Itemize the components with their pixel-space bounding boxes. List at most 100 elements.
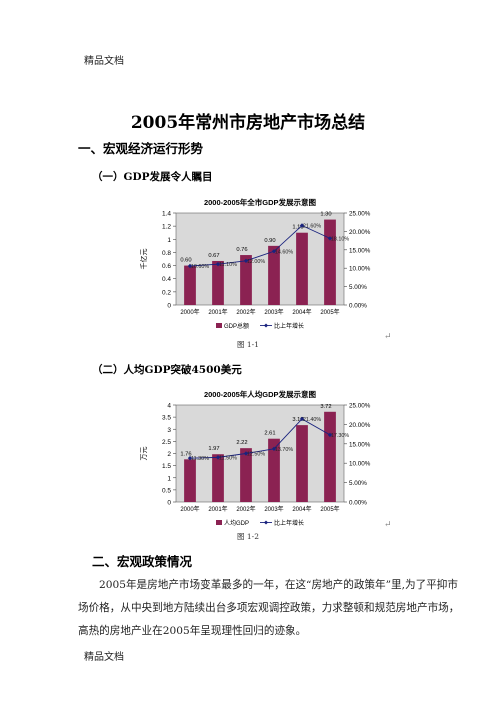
growth-point [215,261,221,267]
y-tick-label: 0.2 [162,289,171,296]
bar [184,265,196,305]
bar-data-label: 1.30 [320,212,331,218]
x-tick-label: 2004年 [292,505,311,513]
y-tick-label: 3 [167,427,171,434]
x-tick-label: 2003年 [264,308,283,316]
y2-tick-label: 15.00% [349,441,371,448]
bar-data-label: 3.72 [320,404,331,410]
chart-title: 2000-2005年人均GDP发展示意图 [204,389,317,399]
bar [240,255,252,305]
chart-title: 2000-2005年全市GDP发展示意图 [204,197,317,207]
legend-marker-line [264,520,268,525]
figure-mark-1: ↵ [384,332,392,342]
x-tick-label: 2002年 [236,308,255,316]
y2-tick-label: 0.00% [349,500,367,507]
bar [184,459,196,502]
per-capita-gdp-chart: 2000-2005年人均GDP发展示意图 0 0.5 1 1.5 2 2.5 3 3.5 4 0.0… [140,389,371,527]
y-tick-label: 0.5 [162,487,171,494]
bar [240,448,252,502]
y-tick-label: 1.5 [162,463,171,470]
growth-data-label: 17.30% [331,433,349,439]
growth-point [271,446,277,452]
y2-tick-label: 0.00% [349,303,367,310]
section2-paragraph: 2005年是房地产市场变革最多的一年，在这“房地产的政策年”里,为了平抑市场价格… [78,574,460,643]
y2-tick-label: 5.00% [349,284,367,291]
bar [212,260,224,305]
bar [324,411,336,502]
x-tick-label: 2002年 [236,505,255,513]
figure-caption-2: 图 1-2 [237,532,259,541]
legend-swatch-bars [216,323,222,328]
legend-label-bars: GDP总额 [224,322,249,330]
bar-data-label: 0.90 [264,238,275,244]
x-tick-label: 2001年 [208,505,227,513]
y-tick-label: 0 [167,500,171,507]
legend-label-bars: 人均GDP [224,519,249,527]
growth-point [299,223,305,228]
y-tick-label: 0.6 [162,263,171,270]
y-tick-label: 2.5 [162,439,171,446]
growth-point [327,432,333,438]
growth-data-label: 12.00% [247,259,265,265]
section1-heading: 一、宏观经济运行形势 [78,141,204,156]
legend-label-line: 比上年增长 [274,519,304,527]
sub2-heading: （二）人均GDP突破4500美元 [92,364,242,376]
figure-mark-2: ↵ [384,520,392,530]
gdp-chart: 2000-2005年全市GDP发展示意图 0 0.2 0.4 0.6 0.8 1 1.2 1.4… [139,197,371,330]
y-tick-label: 1 [167,475,171,482]
bar-data-label: 1.10 [292,225,303,231]
y2-tick-label: 20.00% [349,422,371,429]
y2-tick-label: 25.00% [349,211,371,218]
legend-swatch-bars [216,520,222,525]
y-tick-label: 1.2 [162,224,171,231]
bar [296,232,308,305]
growth-data-label: 13.70% [275,447,293,453]
growth-data-label: 11.10% [219,262,237,268]
bar-data-label: 0.76 [236,247,247,253]
growth-data-label: 21.40% [303,417,321,423]
growth-point [299,416,305,422]
y-tick-label: 1.4 [162,211,171,218]
growth-data-label: 11.50% [219,455,237,461]
x-tick-label: 2001年 [208,308,227,316]
page-footer: 精品文档 [84,652,124,663]
y-tick-label: 0.8 [162,250,171,257]
growth-data-label: 18.10% [331,236,349,242]
bar [268,245,280,305]
y2-tick-label: 15.00% [349,247,371,254]
legend-label-line: 比上年增长 [274,322,304,330]
x-tick-label: 2005年 [320,505,339,513]
x-tick-label: 2000年 [180,505,199,513]
bar-data-label: 1.76 [180,451,191,457]
section2-heading: 二、宏观政策情况 [92,554,193,569]
growth-data-label: 21.60% [303,224,321,230]
y-axis-label: 千亿元 [139,249,148,270]
x-tick-label: 2004年 [292,308,311,316]
growth-line [189,224,331,267]
y2-tick-label: 10.00% [349,266,371,273]
bar [296,425,308,502]
y2-tick-label: 5.00% [349,480,367,487]
growth-point [243,451,249,456]
y-tick-label: 0.4 [162,276,171,283]
bar-data-label: 0.67 [208,253,219,259]
y-tick-label: 4 [167,403,171,410]
bar [212,454,224,502]
growth-line [189,418,331,459]
figure-caption-1: 图 1-1 [237,340,259,349]
bar-data-label: 2.61 [264,431,275,437]
x-tick-label: 2003年 [264,505,283,513]
bar-data-label: 3.17 [292,417,303,423]
page-header: 精品文档 [84,56,124,67]
sub1-heading: （一）GDP发展令人瞩目 [92,171,213,183]
growth-data-label: 10.60% [191,264,209,270]
bar-data-label: 2.22 [236,440,247,446]
x-tick-label: 2000年 [180,308,199,316]
y2-tick-label: 25.00% [349,403,371,410]
bar [268,438,280,502]
growth-point [271,249,277,254]
legend-marker-line [264,323,268,328]
growth-data-label: 12.50% [247,452,265,458]
growth-data-label: 14.60% [275,249,293,255]
page-title: 2005年常州市房地产市场总结 [130,113,366,133]
